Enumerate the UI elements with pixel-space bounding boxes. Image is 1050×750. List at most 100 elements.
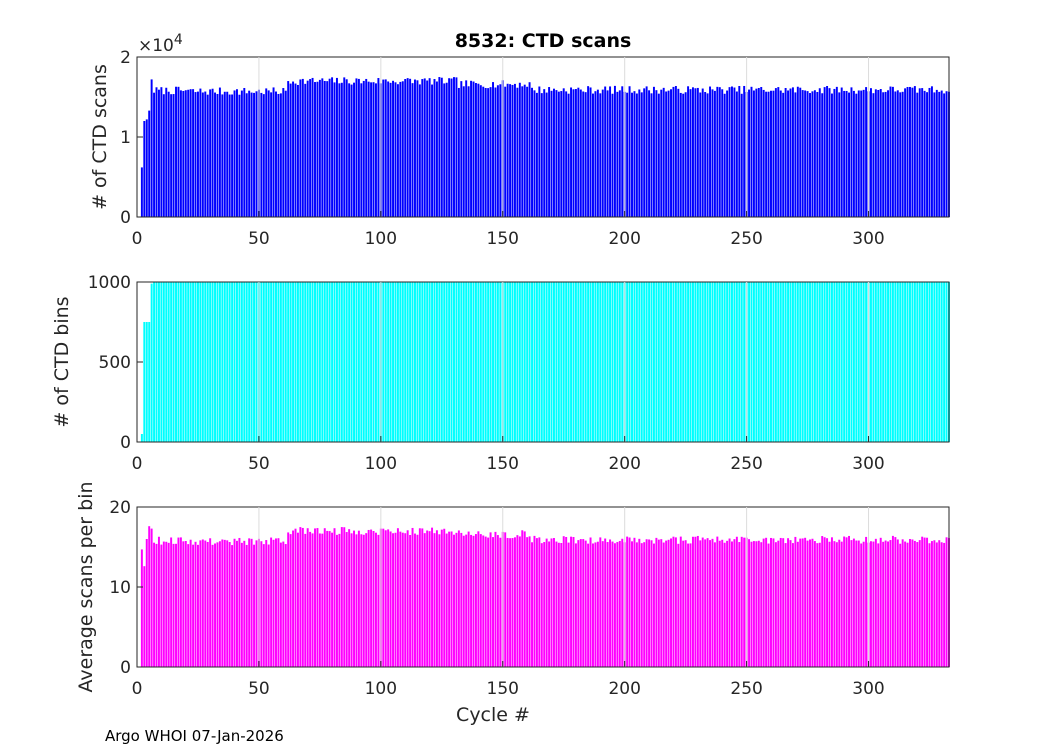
bar bbox=[260, 282, 263, 442]
bar bbox=[426, 530, 429, 667]
bar bbox=[345, 282, 348, 442]
bar bbox=[262, 282, 265, 442]
bar bbox=[896, 539, 899, 667]
x-tick-label: 300 bbox=[852, 229, 884, 249]
bar bbox=[557, 282, 560, 442]
bar bbox=[162, 94, 165, 217]
bar bbox=[828, 282, 831, 442]
bar bbox=[928, 87, 931, 218]
bar bbox=[335, 534, 338, 667]
bar bbox=[392, 533, 395, 667]
bar bbox=[655, 282, 658, 442]
bar bbox=[326, 81, 329, 218]
bar bbox=[570, 87, 573, 217]
bar bbox=[255, 282, 258, 442]
bar bbox=[484, 87, 487, 217]
bar bbox=[311, 282, 314, 442]
bar bbox=[891, 86, 894, 217]
bar bbox=[572, 89, 575, 217]
bar bbox=[465, 282, 468, 442]
bar bbox=[140, 434, 143, 442]
y-tick-label: 1 bbox=[120, 128, 131, 148]
bar bbox=[504, 282, 507, 442]
bar bbox=[199, 540, 202, 667]
bar bbox=[338, 282, 341, 442]
bar bbox=[874, 89, 877, 217]
bar bbox=[882, 541, 885, 667]
bar bbox=[626, 282, 629, 442]
bar bbox=[155, 543, 158, 667]
bar bbox=[618, 541, 621, 667]
bar bbox=[431, 84, 434, 217]
bar bbox=[655, 90, 658, 217]
bar bbox=[416, 534, 419, 667]
bar bbox=[265, 282, 268, 442]
bar bbox=[672, 536, 675, 667]
bar bbox=[945, 91, 948, 217]
bar bbox=[582, 91, 585, 217]
bar bbox=[357, 282, 360, 442]
bar bbox=[601, 282, 604, 442]
bar bbox=[399, 81, 402, 217]
bar bbox=[162, 282, 165, 442]
bar bbox=[201, 539, 204, 667]
bar bbox=[387, 81, 390, 217]
bar bbox=[809, 282, 811, 442]
bar bbox=[521, 86, 524, 217]
bar bbox=[648, 539, 651, 667]
bar bbox=[626, 92, 629, 217]
ctd-scans-ticks: 0 50 100 150 200 250 300 0 1 2 bbox=[120, 48, 885, 249]
bar bbox=[687, 282, 690, 442]
bar bbox=[228, 282, 231, 442]
bar bbox=[418, 282, 421, 442]
bar bbox=[162, 541, 165, 667]
bar bbox=[406, 78, 409, 217]
bar bbox=[314, 282, 316, 442]
bar bbox=[206, 94, 209, 217]
bar bbox=[684, 92, 687, 217]
bar bbox=[287, 81, 290, 217]
bar bbox=[657, 282, 660, 442]
bar bbox=[877, 282, 880, 442]
bar bbox=[577, 87, 580, 217]
x-tick-label: 200 bbox=[608, 679, 640, 699]
bar bbox=[250, 92, 253, 217]
bar bbox=[223, 539, 226, 667]
bar bbox=[440, 77, 443, 218]
bar bbox=[374, 532, 377, 667]
bar bbox=[267, 282, 270, 442]
bar bbox=[157, 536, 160, 667]
bar bbox=[443, 528, 446, 667]
x-tick-label: 250 bbox=[730, 454, 762, 474]
bar bbox=[631, 282, 633, 442]
bar bbox=[377, 282, 380, 442]
bar bbox=[331, 77, 334, 217]
bar bbox=[343, 77, 346, 218]
bar bbox=[906, 282, 909, 442]
bar bbox=[431, 527, 434, 667]
bar bbox=[633, 91, 636, 217]
bar bbox=[333, 528, 336, 667]
bar bbox=[548, 87, 551, 217]
bar bbox=[299, 282, 302, 442]
bar bbox=[543, 542, 546, 667]
bar bbox=[472, 282, 475, 442]
bar bbox=[518, 282, 521, 442]
bar bbox=[370, 529, 373, 667]
bar bbox=[270, 92, 273, 217]
bar bbox=[440, 282, 443, 442]
bar bbox=[548, 541, 551, 667]
bar bbox=[284, 544, 287, 667]
bar bbox=[796, 282, 799, 442]
bar bbox=[679, 92, 682, 217]
bar bbox=[526, 86, 529, 217]
bar bbox=[418, 528, 421, 667]
bar bbox=[365, 282, 368, 442]
bar bbox=[840, 541, 843, 667]
bar bbox=[521, 530, 524, 667]
bar bbox=[696, 535, 699, 667]
bar bbox=[577, 282, 580, 442]
bar bbox=[762, 538, 765, 667]
bar bbox=[455, 77, 458, 217]
bar bbox=[426, 80, 429, 217]
